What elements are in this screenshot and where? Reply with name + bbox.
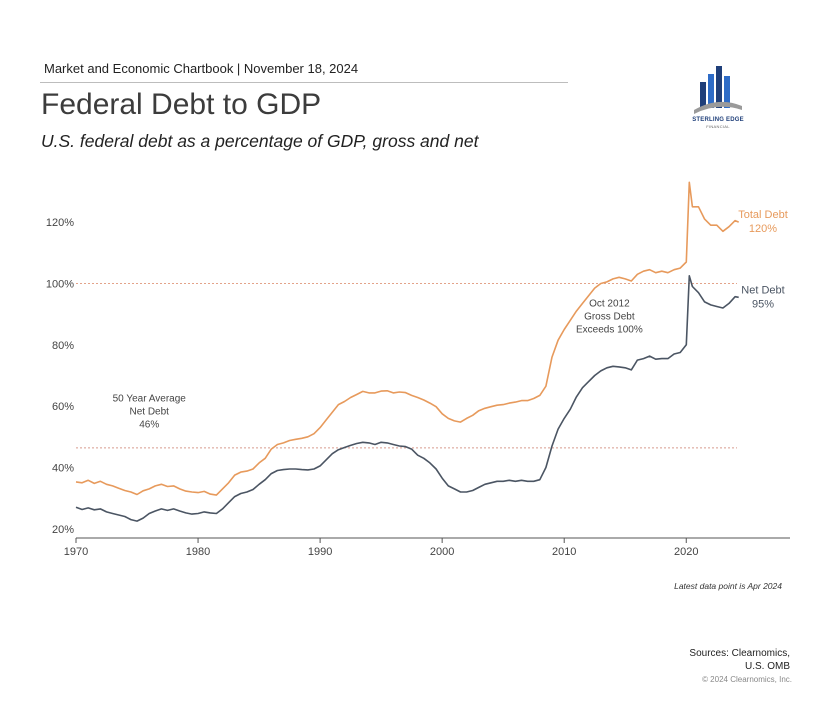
x-tick-label-1970: 1970 — [64, 546, 88, 558]
series-end-value-1: 95% — [752, 298, 774, 310]
y-tick-label-40: 40% — [52, 462, 74, 474]
annotation-1-line-0: Oct 2012 — [589, 298, 630, 309]
y-tick-label-60: 60% — [52, 401, 74, 413]
logo-sub: FINANCIAL — [706, 124, 730, 129]
copyright-note: © 2024 Clearnomics, Inc. — [702, 675, 792, 684]
sources-note: Sources: Clearnomics, U.S. OMB — [600, 647, 790, 673]
x-tick-label-2020: 2020 — [674, 546, 698, 558]
latest-data-note: Latest data point is Apr 2024 — [674, 581, 782, 591]
annotation-1-line-1: Gross Debt — [584, 311, 635, 322]
chartbook-header: Market and Economic Chartbook | November… — [44, 61, 359, 76]
y-tick-label-120: 120% — [46, 217, 74, 229]
x-tick-label-1980: 1980 — [186, 546, 210, 558]
annotation-0-line-2: 46% — [139, 420, 159, 431]
series-end-label-1: Net Debt — [741, 284, 784, 296]
x-tick-label-2010: 2010 — [552, 546, 576, 558]
annotation-0-line-1: Net Debt — [129, 407, 169, 418]
debt-to-gdp-chart: 1970 1980 1990 2000 2010 2020 20% 40% 60% 80% 100%… — [46, 181, 790, 558]
x-tick-label-1990: 1990 — [308, 546, 332, 558]
annotation-1-line-2: Exceeds 100% — [576, 324, 643, 335]
series-line-1 — [75, 275, 739, 522]
y-tick-label-20: 20% — [52, 524, 74, 536]
sources-line-2: U.S. OMB — [744, 661, 790, 672]
y-tick-label-80: 80% — [52, 340, 74, 352]
logo-name: STERLING EDGE — [692, 117, 744, 123]
sterling-edge-logo-icon — [694, 66, 742, 114]
sources-line-1: Sources: Clearnomics, — [689, 648, 790, 659]
series-line-0 — [75, 181, 740, 496]
header-divider — [40, 82, 568, 83]
page-subtitle: U.S. federal debt as a percentage of GDP… — [41, 131, 479, 151]
series-end-label-0: Total Debt — [738, 209, 788, 221]
x-tick-label-2000: 2000 — [430, 546, 454, 558]
page-title: Federal Debt to GDP — [41, 88, 322, 121]
annotation-0-line-0: 50 Year Average — [113, 394, 187, 405]
y-tick-label-100: 100% — [46, 278, 74, 290]
series-end-value-0: 120% — [749, 223, 777, 235]
